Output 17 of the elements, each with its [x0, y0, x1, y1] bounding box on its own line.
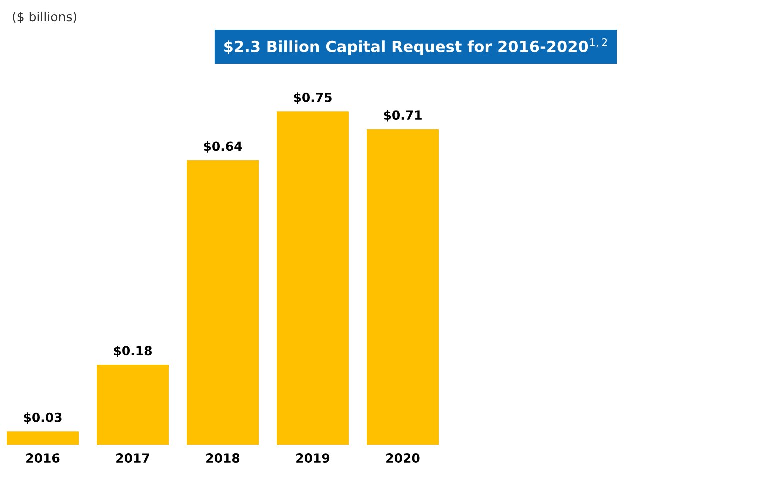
- x-tick-label: 2020: [386, 454, 420, 464]
- x-tick-label: 2018: [206, 454, 240, 464]
- bar: [367, 129, 439, 445]
- data-label: $0.03: [24, 412, 62, 424]
- chart-title: $2.3 Billion Capital Request for 2016-2020$^{1,2}$: [224, 38, 608, 56]
- bar: [277, 112, 349, 445]
- x-tick-label: 2017: [116, 454, 150, 464]
- bar: [97, 365, 169, 445]
- x-tick-label: 2019: [296, 454, 330, 464]
- data-label: $0.75: [294, 92, 332, 104]
- x-tick-label: 2016: [26, 454, 60, 464]
- data-label: $0.64: [204, 142, 242, 153]
- bar: [187, 160, 259, 445]
- data-label: $0.71: [384, 110, 422, 122]
- bar: [7, 432, 79, 445]
- data-label: $0.18: [114, 346, 152, 358]
- text: ($ billions): [13, 12, 77, 24]
